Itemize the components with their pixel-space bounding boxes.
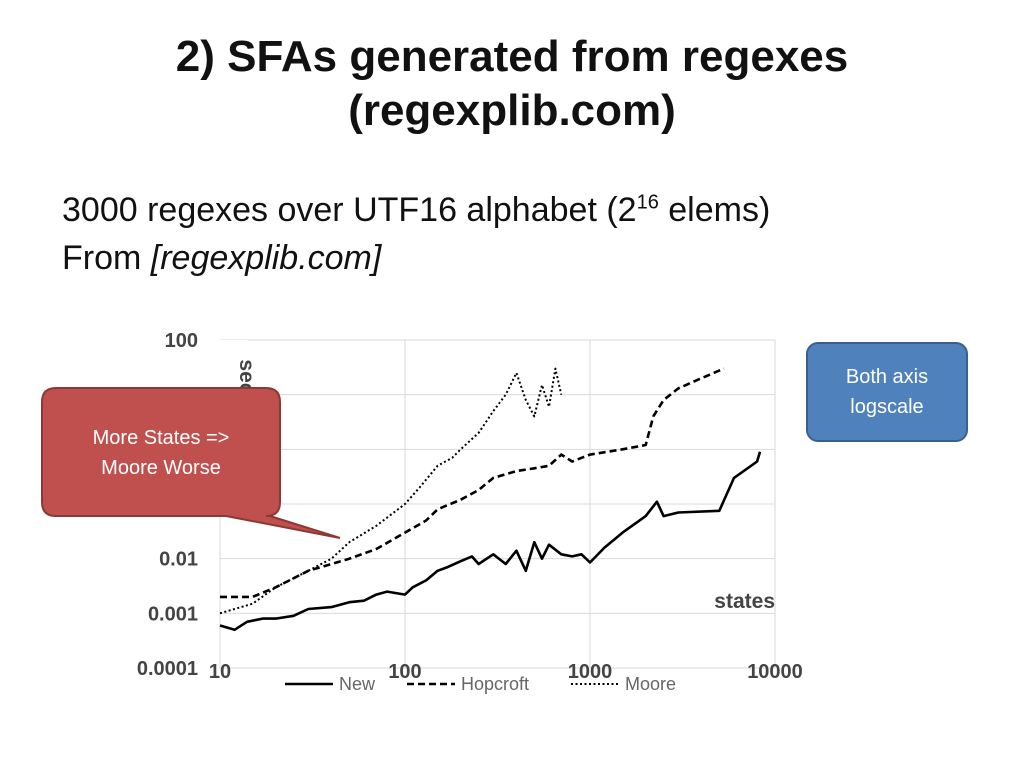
body-line-2: From [regexplib.com] xyxy=(62,234,770,282)
body-line-1-suffix: elems) xyxy=(658,191,771,229)
body-line-1: 3000 regexes over UTF16 alphabet (216 el… xyxy=(62,186,770,234)
chart-legend: New Hopcroft Moore xyxy=(285,674,676,694)
callout-red: More States => Moore Worse xyxy=(41,387,341,539)
y-tick-label: 0.0001 xyxy=(137,658,198,680)
x-tick-label: 10000 xyxy=(747,661,803,683)
chart-series xyxy=(219,367,762,632)
x-axis-label: states xyxy=(714,590,775,613)
legend-label-hopcroft: Hopcroft xyxy=(461,674,529,694)
body-line-1-superscript: 16 xyxy=(636,191,659,214)
body-line-2-source: [regexplib.com] xyxy=(150,239,382,277)
x-tick-label: 1000 xyxy=(568,661,613,683)
callout-red-line-2: Moore Worse xyxy=(101,457,221,479)
slide-title-line-1: 2) SFAs generated from regexes xyxy=(175,32,849,81)
slide-title: 2) SFAs generated from regexes (regexpli… xyxy=(0,30,1024,138)
series-line-moore xyxy=(219,367,563,615)
callout-red-line-1: More States => xyxy=(93,427,230,449)
slide-body: 3000 regexes over UTF16 alphabet (216 el… xyxy=(62,186,770,282)
legend-label-moore: Moore xyxy=(625,674,676,694)
y-tick-label: 0.001 xyxy=(148,603,198,625)
slide-title-line-2: (regexplib.com) xyxy=(348,86,676,135)
callout-blue: Both axis logscale xyxy=(806,342,968,442)
x-tick-label: 100 xyxy=(388,661,421,683)
series-line-new xyxy=(219,451,762,632)
series-line-hopcroft xyxy=(220,367,725,599)
y-tick-label: 0.01 xyxy=(159,549,198,571)
body-line-2-prefix: From xyxy=(62,239,151,277)
chart-grid xyxy=(219,339,776,669)
y-tick-label: 100 xyxy=(165,330,198,352)
callout-red-shape xyxy=(41,387,341,539)
x-tick-label: 10 xyxy=(209,661,231,683)
callout-blue-line-1: Both axis xyxy=(845,366,929,388)
body-line-1-prefix: 3000 regexes over UTF16 alphabet (2 xyxy=(62,191,637,229)
legend-label-new: New xyxy=(339,674,376,694)
callout-blue-line-2: logscale xyxy=(850,396,924,418)
